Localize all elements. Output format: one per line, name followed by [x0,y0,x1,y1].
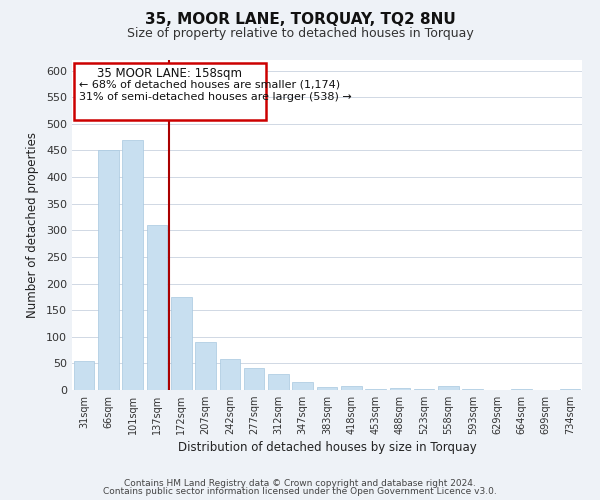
Bar [171,297,191,390]
Bar [341,386,362,390]
Text: 35 MOOR LANE: 158sqm: 35 MOOR LANE: 158sqm [97,67,242,80]
Bar [438,386,459,390]
Text: 31% of semi-detached houses are larger (538) →: 31% of semi-detached houses are larger (… [79,92,352,102]
Bar [146,225,167,390]
Bar [98,150,119,390]
Bar [220,359,240,390]
X-axis label: Distribution of detached houses by size in Torquay: Distribution of detached houses by size … [178,442,476,454]
Bar [317,387,337,390]
Bar [244,368,265,390]
Text: Contains public sector information licensed under the Open Government Licence v3: Contains public sector information licen… [103,487,497,496]
Bar [511,389,532,390]
Bar [560,389,580,390]
Bar [268,374,289,390]
Bar [389,388,410,390]
Bar [122,140,143,390]
Bar [292,382,313,390]
Text: ← 68% of detached houses are smaller (1,174): ← 68% of detached houses are smaller (1,… [79,80,340,90]
FancyBboxPatch shape [74,62,266,120]
Text: Size of property relative to detached houses in Torquay: Size of property relative to detached ho… [127,28,473,40]
Y-axis label: Number of detached properties: Number of detached properties [26,132,39,318]
Text: Contains HM Land Registry data © Crown copyright and database right 2024.: Contains HM Land Registry data © Crown c… [124,478,476,488]
Text: 35, MOOR LANE, TORQUAY, TQ2 8NU: 35, MOOR LANE, TORQUAY, TQ2 8NU [145,12,455,28]
Bar [74,360,94,390]
Bar [195,342,216,390]
